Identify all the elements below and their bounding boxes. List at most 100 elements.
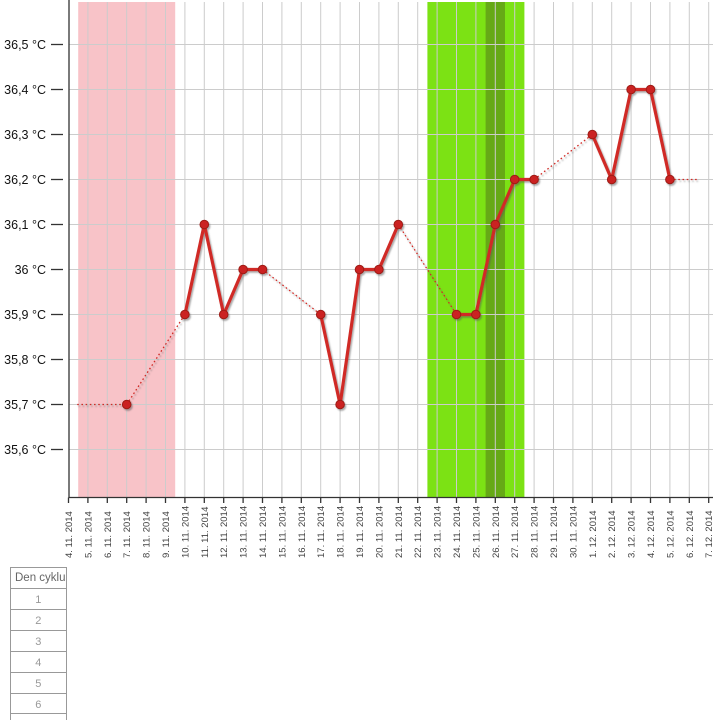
- cycle-day-cell[interactable]: 7: [11, 714, 67, 720]
- svg-text:23. 11. 2014: 23. 11. 2014: [433, 506, 444, 558]
- cycle-day-cell[interactable]: 3: [11, 631, 67, 652]
- svg-text:20. 11. 2014: 20. 11. 2014: [374, 506, 385, 558]
- svg-text:6. 12. 2014: 6. 12. 2014: [685, 510, 696, 558]
- svg-text:3. 12. 2014: 3. 12. 2014: [627, 510, 638, 558]
- day-number: 5: [35, 678, 42, 690]
- svg-text:18. 11. 2014: 18. 11. 2014: [336, 506, 347, 558]
- svg-text:17. 11. 2014: 17. 11. 2014: [316, 506, 327, 558]
- svg-text:16. 11. 2014: 16. 11. 2014: [297, 506, 308, 558]
- temp-point[interactable]: [471, 309, 481, 320]
- interpolated-segment: [126, 314, 186, 405]
- svg-text:19. 11. 2014: 19. 11. 2014: [355, 506, 366, 558]
- temp-point[interactable]: [509, 174, 520, 185]
- measured-segment: [183, 222, 206, 317]
- bbt-chart: 36,5 °C 36,4 °C 36,3 °C 36,2 °C 36,1 °C 36 °C…: [4, 0, 715, 558]
- svg-text:14. 11. 2014: 14. 11. 2014: [258, 506, 269, 558]
- svg-text:36,3 °C: 36,3 °C: [4, 128, 46, 142]
- svg-text:21. 11. 2014: 21. 11. 2014: [394, 506, 405, 558]
- x-axis-date-labels: 4. 11. 2014 5. 11. 2014 6. 11. 2014 7. 11. …: [64, 506, 715, 558]
- axes: [51, 0, 713, 503]
- interpolated-segment: [397, 224, 458, 315]
- gridlines: [69, 2, 713, 497]
- measured-segment: [610, 87, 633, 182]
- cycle-day-cell[interactable]: 5: [11, 673, 67, 694]
- svg-text:36,4 °C: 36,4 °C: [4, 83, 46, 97]
- temp-point[interactable]: [199, 219, 210, 230]
- svg-text:8. 11. 2014: 8. 11. 2014: [142, 511, 153, 558]
- svg-text:15. 11. 2014: 15. 11. 2014: [277, 506, 288, 558]
- svg-text:5. 12. 2014: 5. 12. 2014: [665, 510, 676, 558]
- day-number: 1: [35, 594, 42, 606]
- svg-text:30. 11. 2014: 30. 11. 2014: [568, 506, 579, 558]
- svg-text:36,1 °C: 36,1 °C: [4, 218, 46, 232]
- temp-point[interactable]: [393, 219, 404, 230]
- svg-text:29. 11. 2014: 29. 11. 2014: [549, 506, 560, 558]
- temp-point[interactable]: [121, 399, 132, 410]
- measured-segment: [338, 267, 362, 407]
- svg-text:26. 11. 2014: 26. 11. 2014: [491, 506, 502, 558]
- temp-point[interactable]: [665, 174, 675, 185]
- cycle-day-cell[interactable]: 4: [11, 652, 67, 673]
- svg-text:24. 11. 2014: 24. 11. 2014: [452, 506, 463, 558]
- svg-text:36,5 °C: 36,5 °C: [4, 38, 46, 52]
- svg-text:2. 12. 2014: 2. 12. 2014: [607, 510, 618, 558]
- svg-text:11. 11. 2014: 11. 11. 2014: [200, 507, 211, 558]
- temp-point[interactable]: [451, 309, 462, 320]
- temp-point[interactable]: [529, 174, 539, 185]
- temp-point[interactable]: [335, 399, 345, 410]
- temp-point[interactable]: [315, 309, 326, 320]
- svg-text:9. 11. 2014: 9. 11. 2014: [161, 511, 172, 558]
- svg-text:35,6 °C: 35,6 °C: [4, 443, 46, 457]
- temp-point[interactable]: [374, 264, 384, 275]
- svg-text:28. 11. 2014: 28. 11. 2014: [530, 506, 541, 558]
- svg-text:6. 11. 2014: 6. 11. 2014: [103, 511, 114, 558]
- svg-text:27. 11. 2014: 27. 11. 2014: [510, 506, 521, 558]
- svg-text:1. 12. 2014: 1. 12. 2014: [588, 510, 599, 558]
- svg-text:36 °C: 36 °C: [15, 263, 46, 277]
- measured-segment: [202, 222, 226, 317]
- interpolated-segment: [533, 133, 593, 181]
- temperature-series: [77, 84, 698, 410]
- measured-segment: [319, 312, 342, 407]
- svg-text:25. 11. 2014: 25. 11. 2014: [471, 506, 482, 558]
- day-number: 3: [35, 636, 42, 648]
- svg-text:36,2 °C: 36,2 °C: [4, 173, 46, 187]
- temp-point[interactable]: [257, 264, 268, 275]
- day-number: 2: [35, 615, 42, 627]
- svg-text:7. 11. 2014: 7. 11. 2014: [122, 511, 133, 558]
- cycle-table: Den cyklu1234567891011121314151617181920…: [10, 567, 67, 720]
- svg-text:12. 11. 2014: 12. 11. 2014: [219, 506, 230, 558]
- svg-text:35,7 °C: 35,7 °C: [4, 398, 46, 412]
- y-axis-labels: 36,5 °C 36,4 °C 36,3 °C 36,2 °C 36,1 °C 36 °C…: [4, 38, 46, 457]
- svg-text:4. 12. 2014: 4. 12. 2014: [646, 510, 657, 558]
- day-number: 4: [35, 657, 42, 669]
- temp-point[interactable]: [238, 264, 248, 275]
- svg-text:13. 11. 2014: 13. 11. 2014: [239, 506, 250, 558]
- measured-segment: [493, 177, 517, 227]
- temp-point[interactable]: [180, 309, 190, 320]
- temp-point[interactable]: [218, 309, 229, 320]
- measured-segment: [377, 222, 400, 272]
- cycle-day-cell[interactable]: 6: [11, 694, 67, 714]
- temp-point[interactable]: [587, 129, 598, 140]
- svg-text:35,8 °C: 35,8 °C: [4, 353, 46, 367]
- temp-point[interactable]: [354, 264, 365, 275]
- svg-text:4. 11. 2014: 4. 11. 2014: [64, 511, 75, 558]
- svg-text:10. 11. 2014: 10. 11. 2014: [180, 506, 191, 558]
- svg-text:5. 11. 2014: 5. 11. 2014: [83, 511, 94, 558]
- svg-text:22. 11. 2014: 22. 11. 2014: [413, 506, 424, 558]
- row-label-den-cyklu: Den cyklu: [11, 568, 67, 589]
- measured-segment: [222, 267, 245, 317]
- temp-point[interactable]: [606, 174, 617, 185]
- svg-text:35,9 °C: 35,9 °C: [4, 308, 46, 322]
- measured-segment: [474, 222, 497, 317]
- temp-point[interactable]: [490, 219, 501, 230]
- cycle-day-cell[interactable]: 2: [11, 610, 67, 631]
- cycle-day-cell[interactable]: 1: [11, 589, 67, 610]
- interpolated-segment: [262, 268, 322, 316]
- day-number: 6: [35, 699, 42, 711]
- svg-text:7. 12. 2014: 7. 12. 2014: [704, 510, 715, 558]
- temp-point[interactable]: [626, 84, 636, 95]
- temp-point[interactable]: [645, 84, 656, 95]
